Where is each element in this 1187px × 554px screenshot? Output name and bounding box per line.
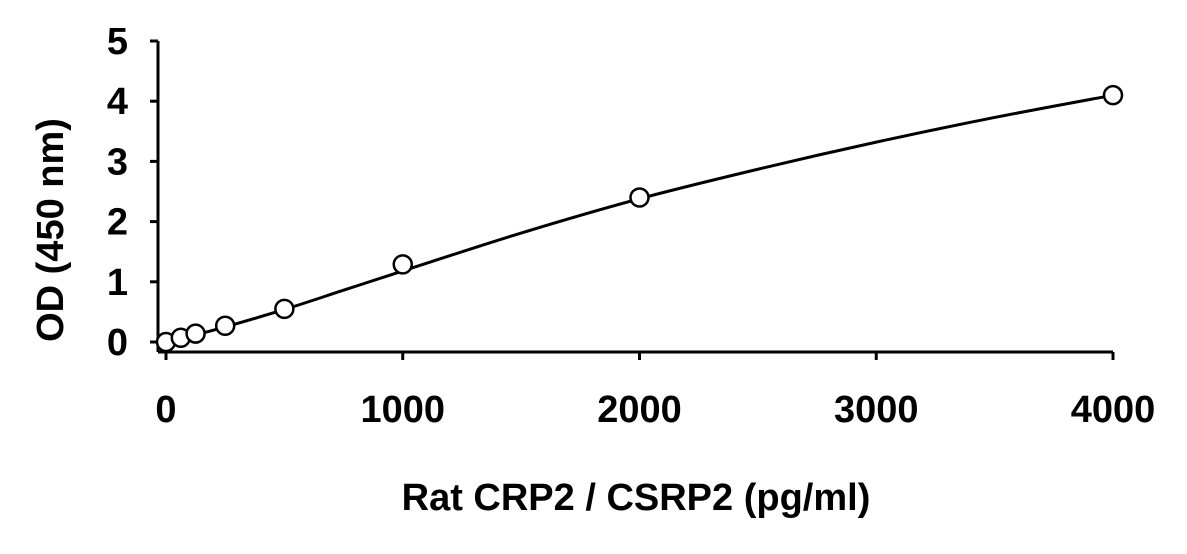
y-tick-label: 0 [107, 322, 128, 364]
x-tick-label: 0 [155, 389, 176, 431]
x-tick-label: 2000 [597, 389, 682, 431]
data-point [214, 315, 236, 336]
fit-curve [165, 93, 1114, 344]
tick-labels: 0 1 2 3 4 5 0 1000 2000 3000 4000 [107, 21, 1155, 431]
data-points [155, 84, 1124, 353]
axes [156, 41, 1113, 354]
y-tick-label: 1 [107, 262, 128, 304]
data-point [1102, 84, 1124, 106]
data-point [629, 187, 650, 208]
x-axis-title: Rat CRP2 / CSRP2 (pg/ml) [402, 477, 871, 519]
data-point [185, 323, 206, 344]
y-tick-label: 4 [107, 81, 128, 123]
data-point [274, 298, 295, 320]
data-point [392, 254, 413, 275]
x-tick-label: 4000 [1071, 389, 1156, 431]
y-tick-label: 3 [107, 141, 128, 183]
y-tick-label: 2 [107, 202, 128, 244]
y-tick-label: 5 [107, 21, 128, 63]
x-tick-label: 1000 [360, 389, 445, 431]
x-tick-label: 3000 [834, 389, 919, 431]
y-axis-title: OD (450 nm) [30, 118, 72, 342]
